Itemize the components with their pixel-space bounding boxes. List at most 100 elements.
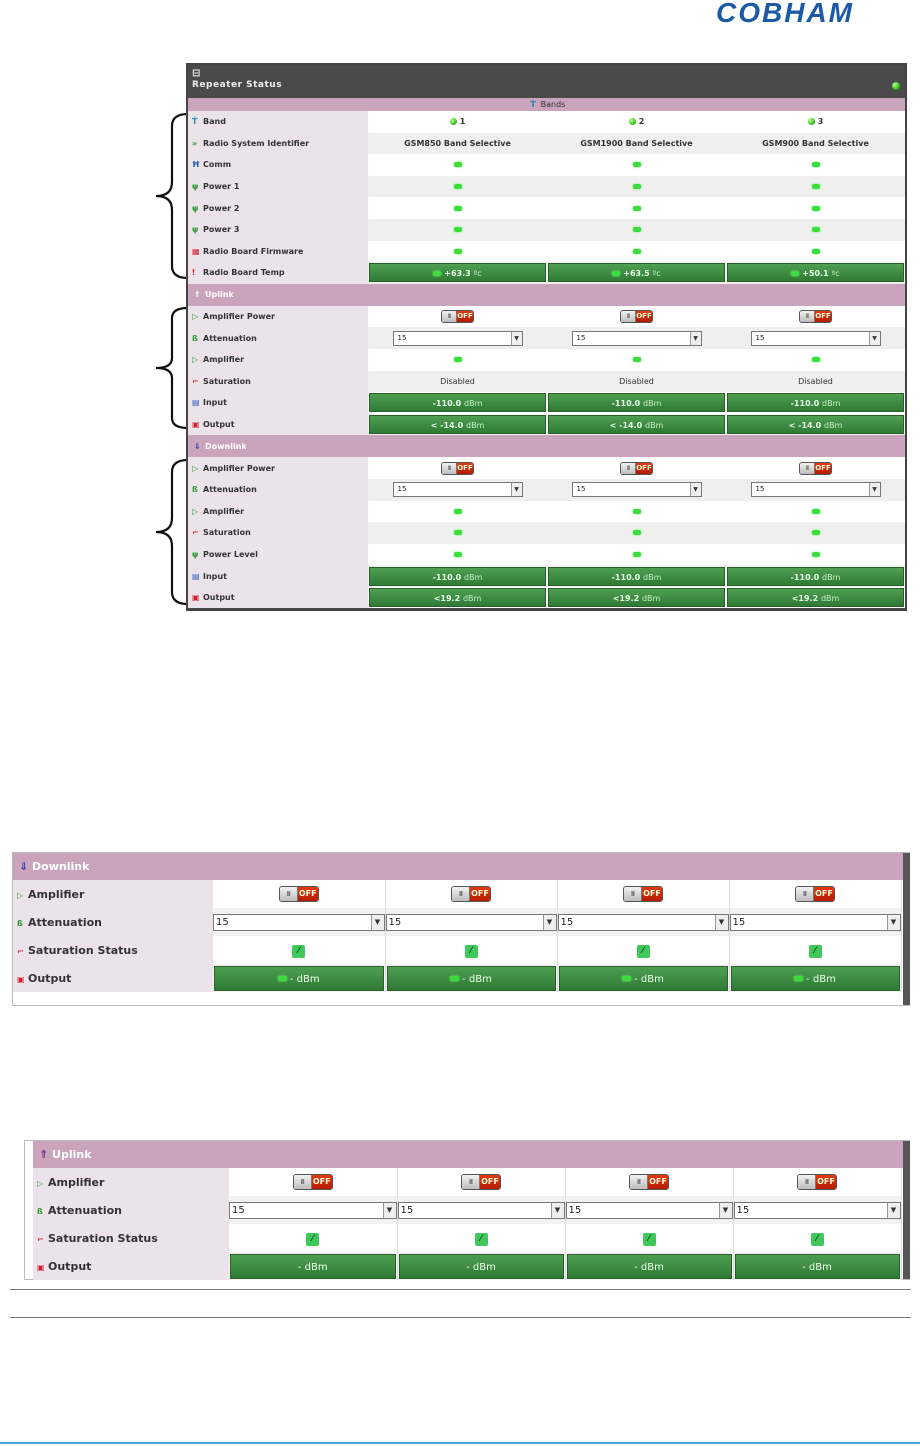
dlp-attenuation-select[interactable]: 15 ▼ [213,913,385,931]
ulp-attenuation-select[interactable]: 15 ▼ [229,1201,397,1219]
downlink-panel: ⇓ Downlink ▷ Amplifier III OFF III OFF III O… [12,852,910,1006]
dlp-row-output: ▣ Output - dBm - dBm - dBm - dBm [13,964,902,992]
chevron-down-icon: ▼ [714,914,728,930]
footer-line [0,1442,920,1444]
dlp-attenuation-select[interactable]: 15 ▼ [729,913,901,931]
bands-header: Ṫ Bands [188,98,905,111]
row-rsi: » Radio System Identifier GSM850 Band Sel… [188,132,905,155]
status-led-icon [811,205,820,211]
ul-input-value: -110.0 dBm [548,393,725,413]
dlp-row-attenuation: ß Attenuation 15 ▼ 15 ▼ 15 ▼ 15 ▼ [13,908,902,936]
saturation-icon: ⌐ [192,528,199,538]
status-led-icon [892,82,900,90]
row-dl-output: ▣ Output <19.2 dBm <19.2 dBm <19.2 dBm [188,586,905,609]
saturation-status-icon: ⁄ [636,944,650,958]
row-band: Ṫ Band 1 2 3 [188,111,905,133]
ulp-output-value: - dBm [734,1253,900,1279]
ulp-amp-toggle[interactable]: III OFF [292,1174,333,1190]
divider [10,1317,911,1318]
ulp-amp-toggle[interactable]: III OFF [629,1174,669,1190]
status-led-icon [632,530,641,536]
saturation-status-icon: ⁄ [474,1232,488,1246]
chevron-down-icon: ▼ [886,1202,900,1218]
row-dl-amp-power: ▷ Amplifier Power III OFF III OFF III OFF [188,457,905,479]
dl-attenuation-select[interactable]: 15 ▼ [571,482,702,498]
status-led-icon [453,248,462,254]
row-dl-attenuation: ß Attenuation 15 ▼ 15 ▼ 15 ▼ [188,478,905,501]
row-ul-input: ▤ Input -110.0 dBm -110.0 dBm -110.0 dBm [188,392,905,414]
ul-amp-toggle[interactable]: III OFF [799,310,832,324]
status-led-icon [453,184,462,190]
dl-amp-toggle[interactable]: III OFF [441,461,474,475]
dlp-amp-toggle[interactable]: III OFF [451,886,491,902]
temp-value: +63.3 ºc [369,263,546,283]
ul-attenuation-select[interactable]: 15 ▼ [750,330,881,346]
row-ul-amplifier: ▷ Amplifier [188,348,905,371]
dlp-amp-toggle[interactable]: III OFF [278,886,319,902]
ul-amp-toggle[interactable]: III OFF [441,310,474,324]
row-ul-attenuation: ß Attenuation 15 ▼ 15 ▼ 15 ▼ [188,327,905,349]
amplifier-icon: ▷ [17,890,24,900]
dl-attenuation-select[interactable]: 15 ▼ [392,482,523,498]
row-power1: ψ Power 1 [188,175,905,198]
led-icon [433,271,442,277]
dl-input-value: -110.0 dBm [548,566,725,586]
dlp-output-value: - dBm [214,965,384,991]
dl-output-value: <19.2 dBm [727,588,904,608]
dl-amp-toggle[interactable]: III OFF [620,461,653,475]
ul-amp-toggle[interactable]: III OFF [620,310,653,324]
band-led-icon [628,118,636,126]
ul-attenuation-select[interactable]: 15 ▼ [571,330,702,346]
status-led-icon [811,551,820,557]
dl-output-value: <19.2 dBm [548,588,725,608]
ulp-amp-toggle[interactable]: III OFF [461,1174,501,1190]
plug-icon: ψ [192,225,199,235]
row-ul-output: ▣ Output < -14.0 dBm < -14.0 dBm < -14.0 … [188,413,905,436]
collapse-icon[interactable]: ⊟ [192,68,201,79]
status-led-icon [811,162,820,168]
dlp-attenuation-select[interactable]: 15 ▼ [385,913,557,931]
dlp-amp-toggle[interactable]: III OFF [623,886,663,902]
led-icon [794,976,804,981]
ulp-attenuation-select[interactable]: 15 ▼ [397,1201,565,1219]
ulp-attenuation-select[interactable]: 15 ▼ [733,1201,901,1219]
saturation-icon: ⌐ [37,1234,44,1244]
ulp-attenuation-select[interactable]: 15 ▼ [565,1201,733,1219]
panel-title: Repeater Status [192,80,283,90]
dl-amp-toggle[interactable]: III OFF [799,461,832,475]
status-led-icon [453,357,462,363]
dl-output-value: <19.2 dBm [369,588,546,608]
output-icon: ▣ [17,974,25,984]
ul-output-value: < -14.0 dBm [548,415,725,435]
dlp-amp-toggle[interactable]: III OFF [795,886,835,902]
downlink-panel-table: ▷ Amplifier III OFF III OFF III OFF III OFF ß… [13,880,902,992]
uplink-panel: ⇑ Uplink ▷ Amplifier III OFF III OFF III OFF… [24,1140,910,1280]
firmware-icon: ▦ [192,246,200,256]
panel-header: ⊟ Repeater Status [188,65,905,98]
chevron-down-icon: ▼ [510,483,522,497]
ulp-row-saturation: ⌐ Saturation Status ⁄ ⁄ ⁄ ⁄ [33,1224,902,1252]
antenna-icon: Ṫ [192,117,198,127]
dlp-attenuation-select[interactable]: 15 ▼ [557,913,729,931]
dlp-output-value: - dBm [730,965,900,991]
row-ul-saturation: ⌐ Saturation Disabled Disabled Disabled [188,370,905,393]
uplink-section-header: ⇑ Uplink [188,283,905,306]
status-led-icon [632,184,641,190]
dl-attenuation-select[interactable]: 15 ▼ [750,482,881,498]
chevron-down-icon: ▼ [886,914,900,930]
saturation-status-icon: ⁄ [808,944,822,958]
dlp-row-saturation: ⌐ Saturation Status ⁄ ⁄ ⁄ ⁄ [13,936,902,964]
status-led-icon [811,227,820,233]
dlp-row-amplifier: ▷ Amplifier III OFF III OFF III OFF III OFF [13,880,902,908]
ul-attenuation-select[interactable]: 15 ▼ [392,330,523,346]
antenna-icon: Ṫ [530,100,536,109]
row-dl-power-level: ψ Power Level [188,543,905,566]
ulp-amp-toggle[interactable]: III OFF [797,1174,837,1190]
radio-signal-icon: » [192,138,198,148]
ul-input-value: -110.0 dBm [727,393,904,413]
status-led-icon [453,205,462,211]
downlink-arrow-icon: ⇓ [194,441,201,451]
status-led-icon [811,508,820,514]
row-firmware: ▦ Radio Board Firmware [188,240,905,263]
chevron-down-icon: ▼ [689,483,701,497]
